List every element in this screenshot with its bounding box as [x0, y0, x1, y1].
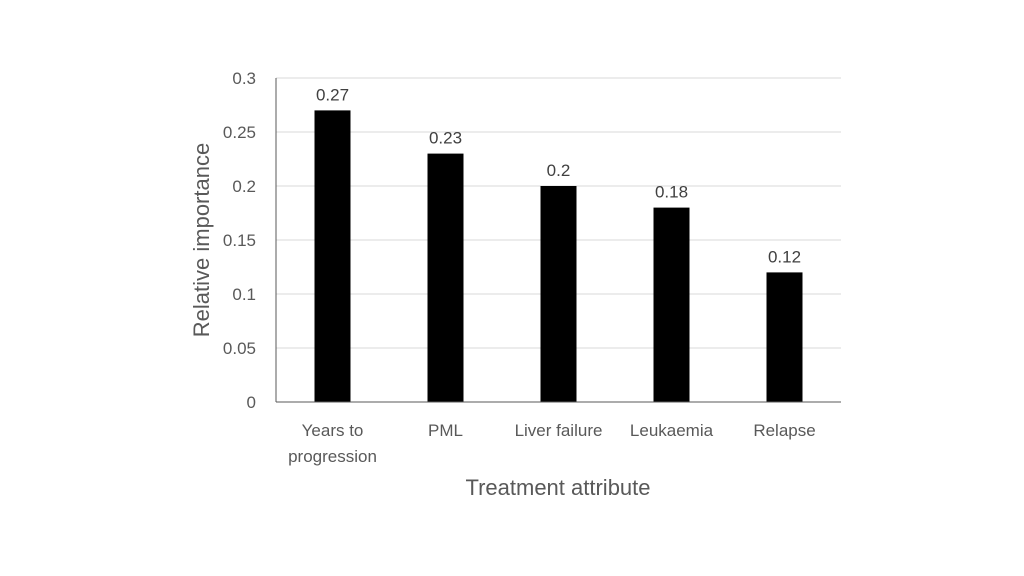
data-labels: 0.27 0.23 0.2 0.18 0.12 [316, 85, 801, 266]
bar [540, 186, 577, 402]
y-tick-label: 0.1 [232, 285, 256, 304]
bar [314, 110, 351, 403]
y-tick-label: 0.2 [232, 177, 256, 196]
x-tick-labels: Years to progression PML Liver failure Leuka… [288, 421, 816, 466]
x-tick-label: Leukaemia [630, 421, 714, 440]
y-axis-title: Relative importance [189, 143, 214, 337]
bar [427, 153, 464, 402]
bar [766, 272, 803, 402]
bars [314, 110, 803, 403]
y-tick-label: 0.05 [223, 339, 256, 358]
y-tick-label: 0.25 [223, 123, 256, 142]
y-tick-labels: 0 0.05 0.1 0.15 0.2 0.25 0.3 [223, 69, 256, 412]
x-tick-label: Years to progression [288, 421, 377, 466]
data-label: 0.12 [768, 247, 801, 266]
data-label: 0.2 [547, 161, 571, 180]
y-tick-label: 0 [247, 393, 256, 412]
x-tick-label: Liver failure [515, 421, 603, 440]
y-tick-label: 0.3 [232, 69, 256, 88]
data-label: 0.23 [429, 129, 462, 148]
bar [653, 207, 690, 402]
data-label: 0.18 [655, 183, 688, 202]
x-tick-label: PML [428, 421, 463, 440]
x-axis-title: Treatment attribute [465, 475, 650, 500]
y-tick-label: 0.15 [223, 231, 256, 250]
axes [275, 78, 841, 403]
data-label: 0.27 [316, 85, 349, 104]
x-tick-label: Relapse [753, 421, 815, 440]
